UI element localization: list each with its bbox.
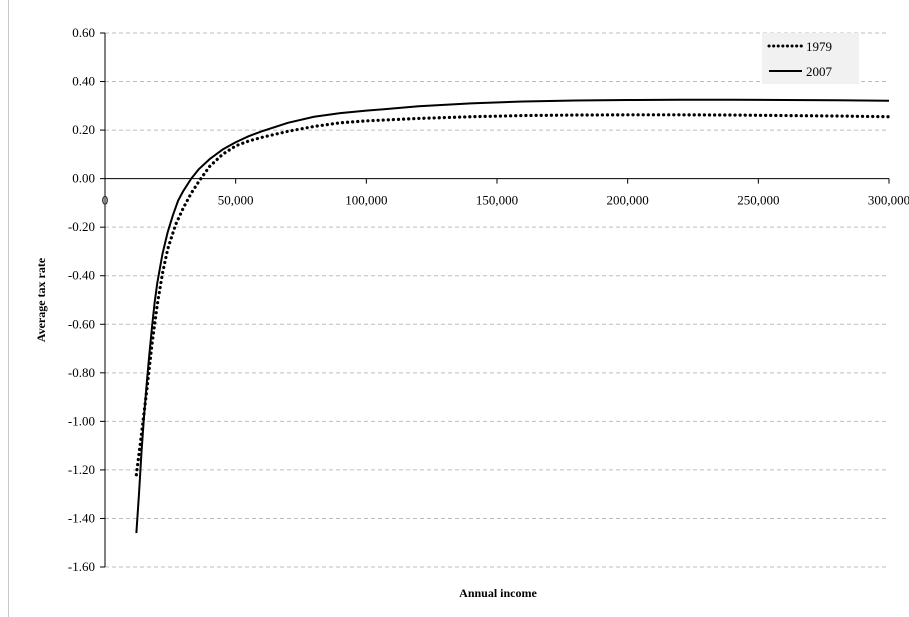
legend-box bbox=[762, 33, 859, 84]
legend: 1979 2007 bbox=[762, 33, 859, 84]
x-tick-label: 50,000 bbox=[218, 193, 254, 208]
y-tick-label: -1.40 bbox=[68, 510, 95, 525]
gridlines bbox=[105, 32, 889, 568]
legend-label-2007: 2007 bbox=[806, 64, 833, 79]
series-lines bbox=[134, 98, 891, 534]
legend-label-1979: 1979 bbox=[806, 39, 832, 54]
y-tick-label: 0.20 bbox=[72, 122, 95, 137]
y-tick-label: 0.60 bbox=[72, 25, 95, 40]
y-tick-label: -1.00 bbox=[68, 413, 95, 428]
series-line-1979 bbox=[134, 113, 891, 477]
y-tick-label: -0.80 bbox=[68, 365, 95, 380]
y-tick-label: 0.40 bbox=[72, 74, 95, 89]
y-tick-label: -1.20 bbox=[68, 462, 95, 477]
x-tick-label: 200,000 bbox=[607, 193, 649, 208]
y-tick-label: 0.00 bbox=[72, 171, 95, 186]
axes bbox=[100, 32, 890, 568]
y-tick-label: -0.60 bbox=[68, 316, 95, 331]
y-axis-title: Average tax rate bbox=[34, 257, 48, 342]
x-tick-label: 300,000 bbox=[868, 193, 909, 208]
left-border-line bbox=[8, 0, 9, 617]
x-axis-title: Annual income bbox=[459, 586, 537, 600]
x-tick-label: 150,000 bbox=[476, 193, 518, 208]
x-tick-label: 250,000 bbox=[737, 193, 779, 208]
y-tick-label: -0.40 bbox=[68, 268, 95, 283]
series-line-2007 bbox=[135, 98, 890, 534]
x-tick-label: 0 bbox=[102, 193, 109, 208]
x-tick-label: 100,000 bbox=[345, 193, 387, 208]
tick-labels: 0.60 0.40 0.20 0.00 -0.20 -0.40 -0.60 -0.80 -1.0… bbox=[68, 25, 909, 574]
y-tick-label: -0.20 bbox=[68, 219, 95, 234]
y-tick-label: -1.60 bbox=[68, 559, 95, 574]
